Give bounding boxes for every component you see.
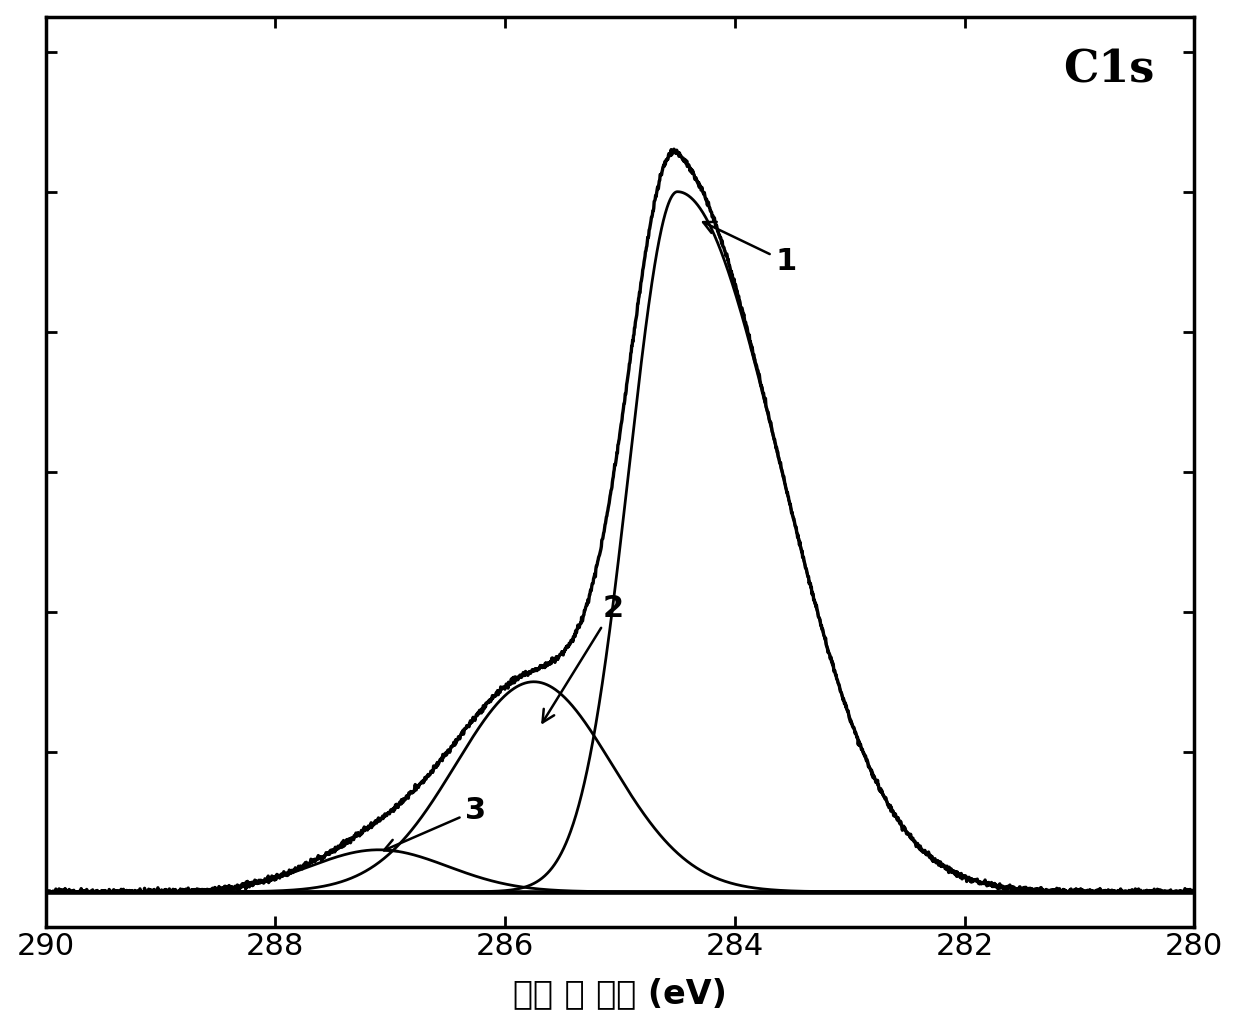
Text: 1: 1 [703, 222, 796, 276]
X-axis label: 电子 结 合能 (eV): 电子 结 合能 (eV) [513, 978, 727, 1011]
Text: C1s: C1s [1063, 48, 1154, 91]
Text: 2: 2 [543, 594, 624, 722]
Text: 3: 3 [384, 796, 486, 851]
